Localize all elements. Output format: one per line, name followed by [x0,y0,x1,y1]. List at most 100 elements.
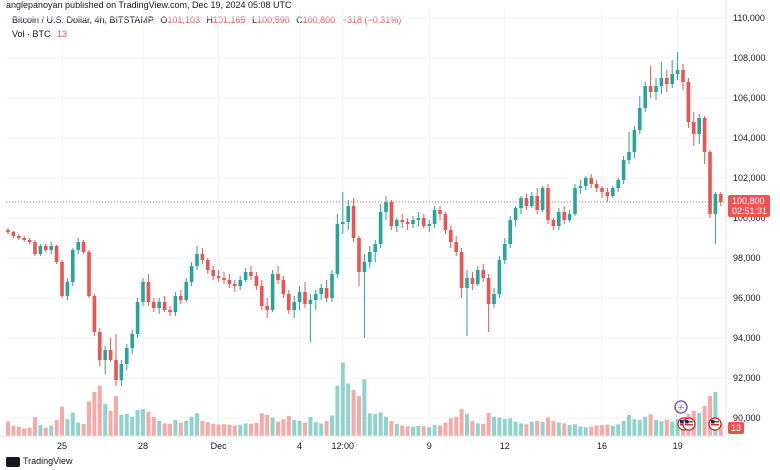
volume-bar [508,418,513,436]
candle-body [216,276,221,278]
candle-body [243,272,248,280]
volume-bar [519,423,523,436]
volume-bar [265,415,270,436]
time-tick-label: 12 [500,441,510,451]
price-tick-label: 110,000 [733,13,765,23]
volume-bar [238,425,243,436]
candle-body [265,306,269,310]
volume-bar [708,396,712,436]
volume-bar [654,420,658,436]
candle-body [179,296,183,300]
time-tick-label: 19 [673,441,683,451]
volume-bar [551,420,556,436]
candle-body [395,220,399,226]
volume-bar [648,414,653,436]
candle-body [719,194,723,202]
volume-bar [254,422,259,436]
volume-bar [222,424,226,436]
candle-body [638,108,642,130]
volume-bar [319,423,324,436]
candle-body [470,278,475,284]
event-icon-glyph: + [677,403,685,413]
volume-bar [108,410,113,436]
candle-body [465,278,469,288]
candle-body [665,78,669,84]
volume-bar [621,420,626,436]
candle-body [578,186,583,188]
candle-body [611,188,615,196]
event-icon[interactable] [674,400,688,414]
change-value: −318 (−0.31%) [341,15,402,25]
symbol-title: Bitcoin / U.S. Dollar, 4h, BITSTAMP [12,15,154,25]
candle-body [141,282,145,302]
candle-body [76,242,80,250]
flag-stripe [711,421,719,423]
flag-stripe [711,424,719,426]
candle-body [276,274,280,280]
open-label: O [160,15,168,25]
volume-bar [340,362,345,436]
volume-bar [33,417,37,436]
flag-stripe [685,421,693,423]
volume-bar [502,419,507,436]
candle-body [659,78,664,86]
volume-bar [567,425,572,436]
candle-body [222,278,226,280]
candle-body [308,300,313,304]
volume-bar [162,423,167,436]
volume-bar [432,425,437,436]
candle-body [227,280,232,284]
volume-bar [627,415,631,436]
candle-body [503,244,507,260]
candle-body [362,262,367,272]
candle-body [621,160,626,180]
countdown-text: 02:51:31 [732,206,767,216]
volume-bar [189,416,194,436]
price-tick-label: 98,000 [733,253,761,263]
low-value: 100,590 [257,15,290,25]
candle-body [600,188,604,192]
volume-bar [492,416,496,436]
candle-body [605,192,610,196]
candle-body [432,210,437,224]
low-label: L [252,15,258,25]
close-value: 100,800 [302,15,336,25]
candle-body [260,286,264,306]
time-axis: 25 28 Dec 4 12:00 9 12 16 19 [0,435,726,451]
volume-bar [411,426,415,436]
volume-bar [421,426,426,436]
candle-body [341,222,345,224]
price-tick-label: 100,000 [733,213,766,223]
volume-bar [524,424,529,436]
candle-body [114,360,118,380]
volume-bar [286,415,291,436]
volume-bar [211,423,216,436]
candle-body [400,220,404,222]
volume-bar [346,383,351,436]
volume-bar [151,417,156,436]
candle-body [27,240,32,242]
volume-bar [65,419,70,436]
candle-body [546,188,550,220]
volume-bar [513,421,518,436]
volume-bar [583,427,588,436]
candle-body [508,220,512,244]
candle-body [324,288,329,298]
volume-bar [675,419,680,436]
time-tick-label: 28 [138,441,148,451]
volume-bar [632,419,637,436]
volume-bar [184,420,189,436]
candle-body [162,302,167,310]
candle-body [146,282,151,302]
candle-body [103,350,107,360]
volume-bar [97,385,102,436]
candle-body [211,270,215,276]
volume-bar [475,423,480,436]
volume-bars [6,362,723,436]
volume-bar [205,422,210,436]
volume-bar [130,416,135,436]
price-axis: 110,000 108,000 106,000 104,000 102,000 100,0… [725,0,766,436]
volume-bar [400,425,405,436]
candle-body [654,86,658,92]
